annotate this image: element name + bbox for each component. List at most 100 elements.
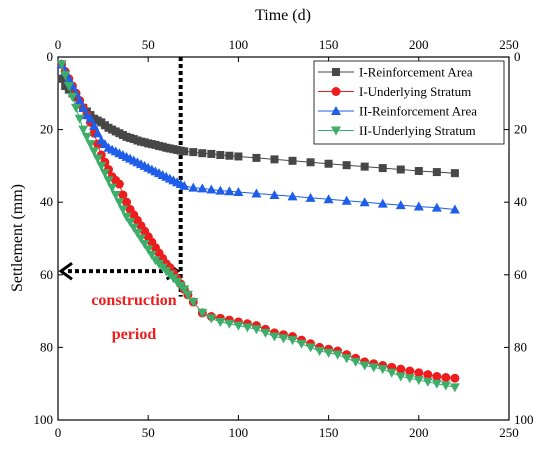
data-point bbox=[386, 368, 397, 378]
data-point bbox=[323, 348, 334, 358]
data-point bbox=[377, 365, 388, 375]
data-point bbox=[225, 151, 234, 160]
data-point bbox=[359, 197, 370, 207]
data-point bbox=[414, 368, 424, 378]
data-point bbox=[96, 161, 107, 171]
data-point bbox=[179, 285, 190, 295]
data-point bbox=[128, 223, 139, 233]
data-point bbox=[125, 218, 136, 228]
data-point bbox=[360, 162, 369, 171]
data-point bbox=[396, 364, 406, 374]
data-point bbox=[89, 120, 100, 130]
data-point bbox=[81, 132, 92, 142]
legend-marker bbox=[331, 106, 341, 115]
data-point bbox=[305, 343, 316, 353]
y-tick-label-left: 60 bbox=[40, 267, 53, 282]
data-point bbox=[179, 180, 190, 190]
data-point bbox=[422, 377, 433, 387]
data-point bbox=[67, 92, 78, 102]
data-point bbox=[260, 328, 271, 338]
x-tick-label-bottom: 200 bbox=[409, 425, 429, 440]
data-point bbox=[332, 350, 343, 360]
x-tick-label-top: 150 bbox=[319, 37, 339, 52]
data-point bbox=[215, 317, 226, 327]
data-point bbox=[135, 234, 146, 244]
data-point bbox=[57, 74, 66, 83]
data-point bbox=[63, 73, 74, 83]
data-point bbox=[440, 381, 451, 391]
data-point bbox=[206, 184, 217, 194]
data-point bbox=[296, 339, 307, 349]
data-point bbox=[180, 147, 189, 156]
data-point bbox=[206, 314, 217, 324]
data-point bbox=[114, 198, 125, 208]
data-point bbox=[233, 321, 244, 331]
series-3 bbox=[56, 59, 460, 214]
data-point bbox=[56, 60, 67, 70]
x-tick-label-top: 200 bbox=[409, 37, 429, 52]
data-point bbox=[377, 198, 388, 208]
data-point bbox=[450, 373, 460, 383]
legend-marker bbox=[332, 68, 340, 76]
x-tick-label-top: 50 bbox=[142, 37, 155, 52]
data-point bbox=[114, 179, 124, 189]
data-point bbox=[197, 308, 208, 318]
data-point bbox=[85, 140, 96, 150]
x-tick-label-bottom: 50 bbox=[142, 425, 155, 440]
data-point bbox=[139, 239, 150, 249]
data-point bbox=[432, 371, 442, 381]
data-point bbox=[92, 128, 103, 138]
data-point bbox=[224, 319, 235, 329]
y-tick-label-left: 100 bbox=[34, 412, 54, 427]
arrowhead-left bbox=[58, 261, 73, 281]
data-point bbox=[74, 114, 85, 124]
data-point bbox=[121, 212, 132, 222]
data-point bbox=[287, 336, 298, 346]
data-point bbox=[189, 148, 198, 157]
series-layer bbox=[56, 59, 460, 393]
data-point bbox=[234, 152, 243, 161]
data-point bbox=[71, 103, 82, 113]
data-point bbox=[143, 245, 154, 255]
data-point bbox=[117, 205, 128, 215]
data-point bbox=[182, 290, 193, 300]
data-point bbox=[395, 372, 406, 382]
data-point bbox=[233, 187, 244, 197]
annotation-period: period bbox=[112, 326, 157, 343]
y-tick-label-left: 40 bbox=[40, 194, 53, 209]
data-point bbox=[269, 332, 280, 342]
data-point bbox=[341, 195, 352, 205]
data-point bbox=[314, 347, 325, 357]
y-tick-label-right: 100 bbox=[514, 412, 534, 427]
data-point bbox=[350, 357, 361, 367]
legend-label: II-Reinforcement Area bbox=[359, 104, 477, 119]
data-point bbox=[122, 197, 132, 207]
data-point bbox=[288, 156, 297, 165]
data-point bbox=[207, 149, 216, 158]
x-axis-title-top: Time (d) bbox=[255, 7, 311, 24]
x-tick-label-top: 250 bbox=[499, 37, 519, 52]
data-point bbox=[110, 190, 121, 200]
legend-label: II-Underlying Stratum bbox=[359, 123, 476, 138]
data-point bbox=[74, 95, 85, 105]
data-point bbox=[252, 153, 261, 162]
y-tick-label-right: 0 bbox=[514, 49, 521, 64]
data-point bbox=[423, 370, 433, 380]
y-tick-label-right: 80 bbox=[514, 339, 527, 354]
data-point bbox=[405, 366, 415, 376]
legend-label: I-Underlying Stratum bbox=[359, 84, 471, 99]
data-point bbox=[305, 192, 316, 202]
legend-marker bbox=[331, 87, 341, 96]
x-tick-label-top: 0 bbox=[55, 37, 62, 52]
x-tick-label-top: 100 bbox=[229, 37, 249, 52]
data-point bbox=[63, 82, 74, 92]
data-point bbox=[216, 151, 225, 160]
data-point bbox=[270, 155, 279, 164]
data-point bbox=[198, 149, 207, 158]
data-point bbox=[251, 325, 262, 335]
data-point bbox=[132, 229, 143, 239]
x-tick-label-bottom: 150 bbox=[319, 425, 339, 440]
data-point bbox=[215, 185, 226, 195]
series-1 bbox=[57, 74, 459, 178]
